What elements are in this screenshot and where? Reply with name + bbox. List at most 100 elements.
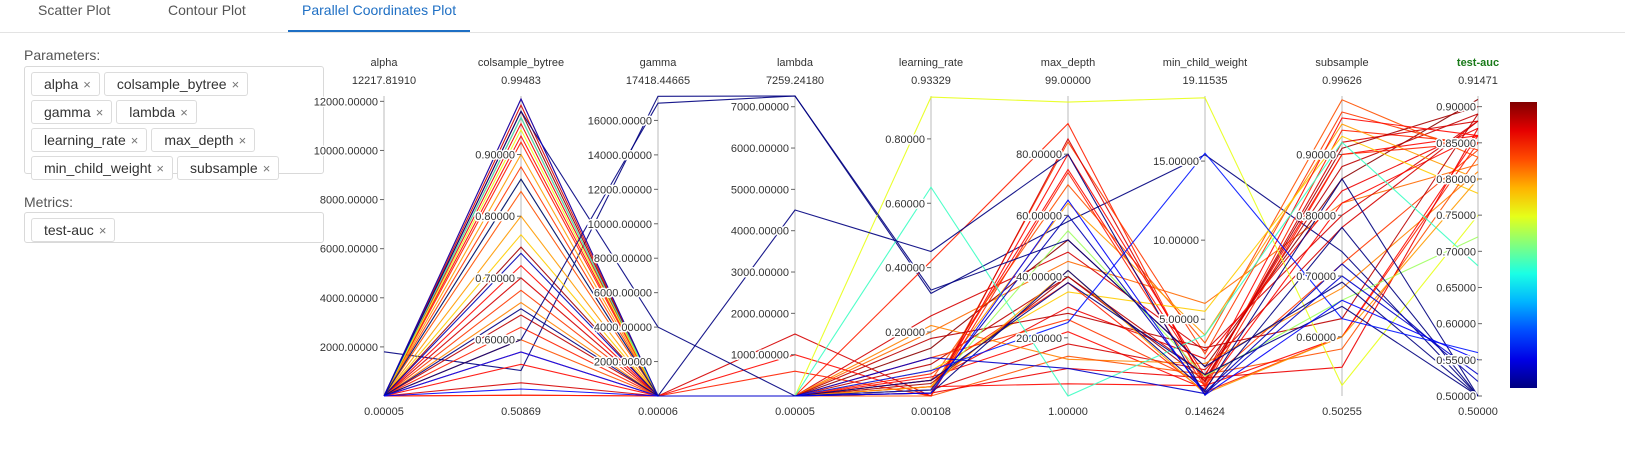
remove-chip-icon[interactable]: × xyxy=(98,223,107,238)
axis-tick-label: 10000.00000 xyxy=(588,219,652,231)
axis-tick-label: 14000.00000 xyxy=(588,150,652,162)
chip-label: colsample_bytree xyxy=(116,76,227,92)
data-line xyxy=(383,282,1479,397)
axis-tick-label: 7000.00000 xyxy=(731,102,789,114)
chip-label: lambda xyxy=(129,104,176,120)
axis-min-label: 0.00005 xyxy=(775,406,815,418)
axis-title: lambda xyxy=(777,57,814,69)
tab-contour-plot[interactable]: Contour Plot xyxy=(168,0,246,31)
axis-title: max_depth xyxy=(1041,57,1095,69)
axis-tick-label: 0.85000 xyxy=(1436,138,1476,150)
axis-tick-label: 5.00000 xyxy=(1159,314,1199,326)
remove-chip-icon[interactable]: × xyxy=(231,77,240,92)
chip-label: learning_rate xyxy=(44,132,126,148)
remove-chip-icon[interactable]: × xyxy=(130,133,139,148)
axis-title: test-auc xyxy=(1457,57,1499,69)
axis-tick-label: 0.65000 xyxy=(1436,282,1476,294)
metrics-label: Metrics: xyxy=(24,194,73,210)
axis-max-label: 0.91471 xyxy=(1458,75,1498,87)
axis-min-label: 0.50869 xyxy=(501,406,541,418)
parameter-chip: min_child_weight × xyxy=(31,156,173,180)
axis-tick-label: 0.50000 xyxy=(1436,391,1476,403)
data-line xyxy=(383,135,1479,397)
data-line xyxy=(383,95,1479,397)
axis-min-label: 1.00000 xyxy=(1048,406,1088,418)
axis-tick-label: 2000.00000 xyxy=(594,357,652,369)
axis-max-label: 0.99626 xyxy=(1322,75,1362,87)
parameter-chip: max_depth × xyxy=(151,128,256,152)
axis-tick-label: 60.00000 xyxy=(1016,210,1062,222)
axis-tick-label: 0.70000 xyxy=(475,273,515,285)
remove-chip-icon[interactable]: × xyxy=(262,161,271,176)
axis-tick-label: 0.55000 xyxy=(1436,355,1476,367)
data-line xyxy=(383,95,1479,397)
axis-tick-label: 1000.00000 xyxy=(731,350,789,362)
data-line xyxy=(383,199,1479,397)
tab-parallel-coordinates-plot[interactable]: Parallel Coordinates Plot xyxy=(288,0,471,32)
parameter-chip: colsample_bytree × xyxy=(103,72,249,96)
axis-tick-label: 0.90000 xyxy=(475,150,515,162)
axis-max-label: 17418.44665 xyxy=(626,75,690,87)
axis-tick-label: 0.80000 xyxy=(1296,210,1336,222)
axis-tick-label: 4000.00000 xyxy=(731,226,789,238)
axis-tick-label: 0.20000 xyxy=(885,327,925,339)
data-line xyxy=(383,96,1479,397)
axis-min-label: 0.00108 xyxy=(911,406,951,418)
axis-max-label: 0.99483 xyxy=(501,75,541,87)
axis-tick-label: 0.80000 xyxy=(475,211,515,223)
axis-max-label: 19.11535 xyxy=(1182,75,1227,87)
axis-tick-label: 80.00000 xyxy=(1016,149,1062,161)
axis-tick-label: 0.70000 xyxy=(1436,246,1476,258)
metric-chip: test-auc × xyxy=(31,218,116,242)
axis-max-label: 12217.81910 xyxy=(352,75,416,87)
parameters-label: Parameters: xyxy=(24,47,101,63)
data-line xyxy=(383,98,1479,397)
data-line xyxy=(383,97,1479,397)
remove-chip-icon[interactable]: × xyxy=(95,105,104,120)
parameters-select[interactable]: alpha × colsample_bytree ×gamma × lambda ×lear… xyxy=(24,66,324,180)
axis-tick-label: 8000.00000 xyxy=(320,195,378,207)
axis-tick-label: 0.60000 xyxy=(1296,332,1336,344)
axis-tick-label: 5000.00000 xyxy=(731,184,789,196)
axis-tick-label: 0.80000 xyxy=(885,134,925,146)
remove-chip-icon[interactable]: × xyxy=(238,133,247,148)
metrics-select[interactable]: test-auc × xyxy=(24,212,324,243)
axis-min-label: 0.00005 xyxy=(364,406,404,418)
data-lines xyxy=(383,95,1479,397)
axis-tick-label: 3000.00000 xyxy=(731,267,789,279)
tab-label: Scatter Plot xyxy=(38,2,111,18)
axis-tick-label: 0.60000 xyxy=(1436,319,1476,331)
data-line xyxy=(383,103,1479,397)
data-line xyxy=(383,142,1479,397)
data-line xyxy=(383,153,1479,397)
axis-min-label: 0.14624 xyxy=(1185,406,1225,418)
axis-max-label: 7259.24180 xyxy=(766,75,824,87)
tab-label: Parallel Coordinates Plot xyxy=(302,2,457,18)
data-line xyxy=(383,122,1479,397)
axis-tick-label: 6000.00000 xyxy=(731,143,789,155)
axis-tick-label: 15.00000 xyxy=(1153,156,1199,168)
remove-chip-icon[interactable]: × xyxy=(156,161,164,176)
tab-label: Contour Plot xyxy=(168,2,246,18)
axis-tick-label: 0.60000 xyxy=(475,335,515,347)
axis-tick-label: 0.70000 xyxy=(1296,271,1336,283)
axis-tick-label: 0.40000 xyxy=(885,263,925,275)
axis-tick-label: 10000.00000 xyxy=(314,145,378,157)
data-line xyxy=(383,214,1479,397)
axis-tick-label: 10.00000 xyxy=(1153,235,1199,247)
tab-scatter-plot[interactable]: Scatter Plot xyxy=(38,0,110,31)
axis-min-label: 0.50000 xyxy=(1458,406,1498,418)
data-line xyxy=(383,171,1479,397)
chip-label: alpha xyxy=(44,76,79,92)
axis-tick-label: 0.90000 xyxy=(1296,149,1336,161)
axis-title: learning_rate xyxy=(899,57,963,69)
remove-chip-icon[interactable]: × xyxy=(180,105,188,120)
chip-label: max_depth xyxy=(164,132,234,148)
axis-tick-label: 4000.00000 xyxy=(594,322,652,334)
axis-tick-label: 12000.00000 xyxy=(588,184,652,196)
axis-title: alpha xyxy=(371,57,399,69)
axis-tick-label: 0.90000 xyxy=(1436,102,1476,114)
colorbar xyxy=(1510,102,1537,388)
remove-chip-icon[interactable]: × xyxy=(83,77,91,92)
axis-tick-label: 2000.00000 xyxy=(731,308,789,320)
